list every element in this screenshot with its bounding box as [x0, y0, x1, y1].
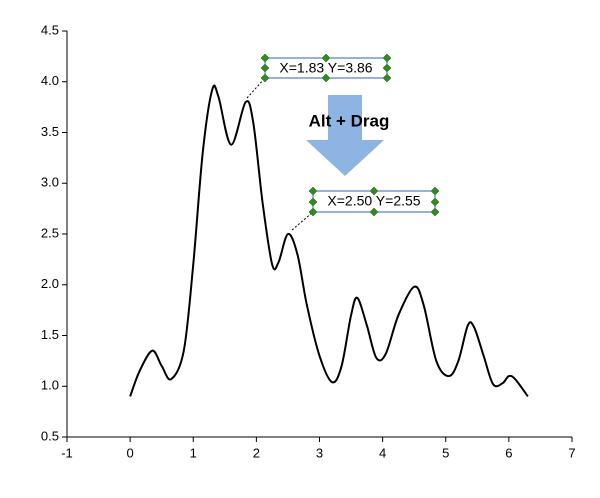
- y-tick-label: 3.0: [41, 175, 59, 190]
- leader-line: [246, 77, 266, 99]
- y-tick-label: 1.5: [41, 327, 59, 342]
- x-tick-label: 3: [316, 445, 323, 460]
- data-line: [129, 84, 529, 397]
- x-tick-label: 2: [253, 445, 260, 460]
- drag-arrow: [306, 95, 384, 176]
- x-tick-label: -1: [61, 445, 73, 460]
- y-tick-label: 0.5: [41, 428, 59, 443]
- x-tick-label: 0: [127, 445, 134, 460]
- y-tick-label: 2.5: [41, 225, 59, 240]
- y-tick-label: 2.0: [41, 276, 59, 291]
- handles: [260, 53, 392, 83]
- y-tick-label: 4.0: [41, 73, 59, 88]
- annotation-label[interactable]: X=2.50 Y=2.55: [327, 193, 420, 209]
- y-tick-label: 1.0: [41, 378, 59, 393]
- x-tick-label: 6: [505, 445, 512, 460]
- x-tick-label: 1: [190, 445, 197, 460]
- y-tick-label: 3.5: [41, 124, 59, 139]
- handles: [308, 186, 440, 217]
- x-tick-label: 4: [379, 445, 386, 460]
- leader-line: [291, 211, 314, 231]
- annotation-label[interactable]: X=1.83 Y=3.86: [279, 60, 372, 76]
- drag-hint: Alt + Drag: [309, 111, 390, 130]
- x-tick-label: 5: [442, 445, 449, 460]
- y-tick-label: 4.5: [41, 22, 59, 37]
- x-tick-label: 7: [568, 445, 575, 460]
